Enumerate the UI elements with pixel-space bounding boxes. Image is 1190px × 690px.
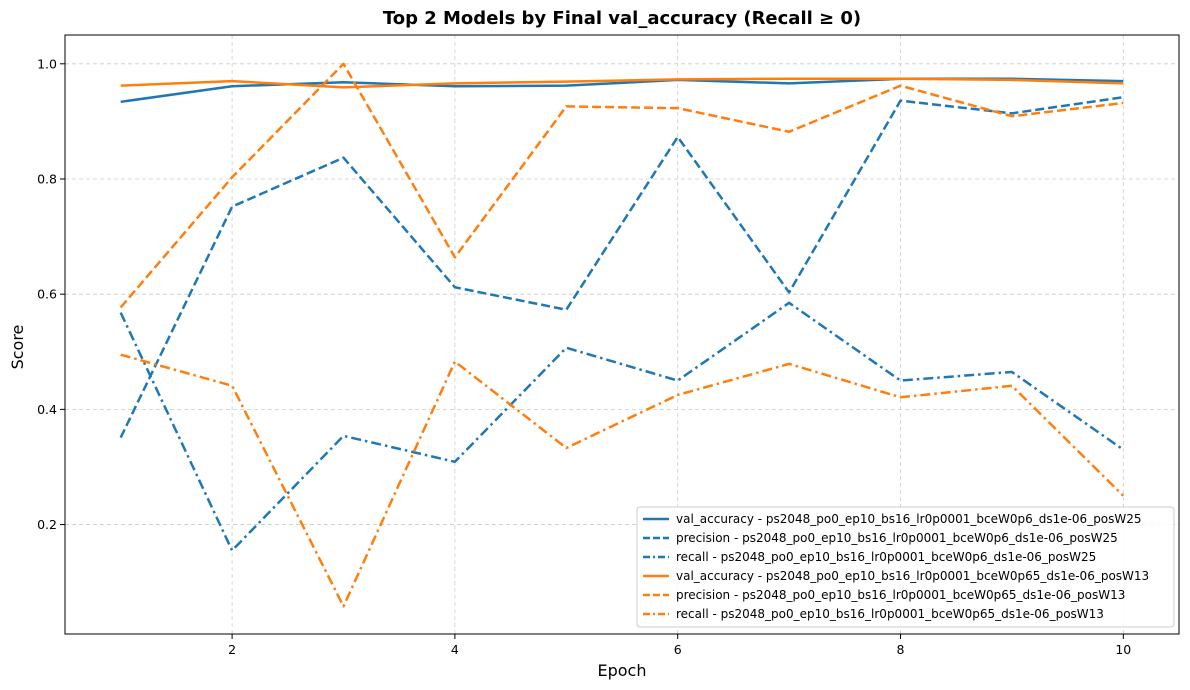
legend-entry: val_accuracy - ps2048_po0_ep10_bs16_lr0p… xyxy=(676,512,1142,526)
y-tick-label: 0.6 xyxy=(37,287,57,302)
series-layer xyxy=(119,62,1125,608)
y-tick-label: 0.8 xyxy=(37,171,57,186)
legend-entry: recall - ps2048_po0_ep10_bs16_lr0p0001_b… xyxy=(676,550,1096,564)
series-line-3 xyxy=(119,301,1125,552)
x-tick-label: 10 xyxy=(1115,642,1131,657)
y-tick-label: 0.2 xyxy=(37,517,57,532)
x-tick-label: 4 xyxy=(451,642,459,657)
x-tick-label: 8 xyxy=(897,642,905,657)
x-axis-label: Epoch xyxy=(598,661,647,680)
x-tick-label: 2 xyxy=(228,642,236,657)
chart-title: Top 2 Models by Final val_accuracy (Reca… xyxy=(383,8,861,29)
legend-entry: recall - ps2048_po0_ep10_bs16_lr0p0001_b… xyxy=(676,607,1104,621)
y-tick-label: 0.4 xyxy=(37,402,57,417)
series-line-4 xyxy=(120,77,1124,89)
legend: val_accuracy - ps2048_po0_ep10_bs16_lr0p… xyxy=(636,506,1175,628)
legend-entry: precision - ps2048_po0_ep10_bs16_lr0p000… xyxy=(676,588,1125,602)
legend-box xyxy=(636,506,1175,628)
legend-entry: precision - ps2048_po0_ep10_bs16_lr0p000… xyxy=(676,531,1118,545)
y-tick-label: 1.0 xyxy=(37,56,57,71)
plot-frame xyxy=(64,34,1180,635)
ticks: 2 4 6 8 10 0.2 0.4 0.6 0.8 1.0 xyxy=(37,56,1131,657)
series-line-6 xyxy=(120,353,1125,608)
legend-entry: val_accuracy - ps2048_po0_ep10_bs16_lr0p… xyxy=(676,569,1149,583)
x-tick-label: 6 xyxy=(674,642,682,657)
y-axis-label: Score xyxy=(8,325,27,370)
series-line-5 xyxy=(119,62,1124,309)
series-line-2 xyxy=(119,95,1124,439)
